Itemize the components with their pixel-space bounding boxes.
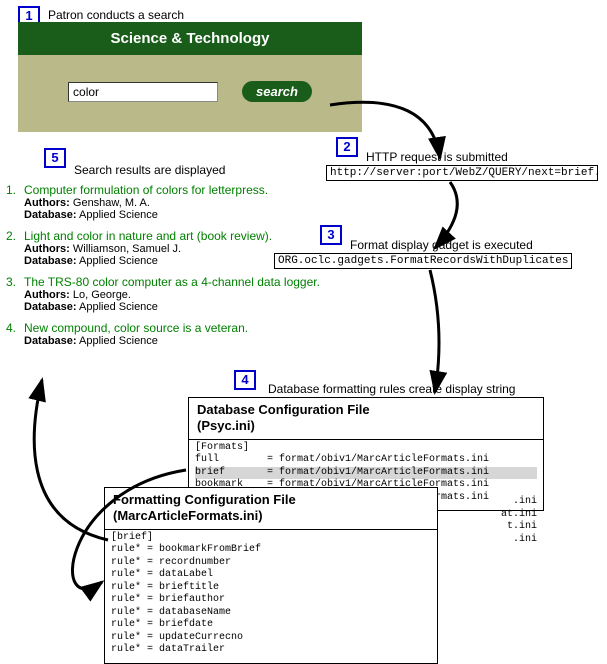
search-panel: Science & Technology search bbox=[18, 22, 362, 132]
result-number: 1. bbox=[6, 183, 24, 221]
result-database: Database: Applied Science bbox=[24, 209, 346, 221]
result-title[interactable]: The TRS-80 color computer as a 4-channel… bbox=[24, 275, 346, 289]
step-label-5: Search results are displayed bbox=[74, 163, 225, 177]
db-config-title-l1: Database Configuration File bbox=[197, 402, 370, 417]
result-body: The TRS-80 color computer as a 4-channel… bbox=[24, 275, 346, 313]
result-number: 3. bbox=[6, 275, 24, 313]
step-label-4: Database formatting rules create display… bbox=[268, 382, 515, 396]
step-label-3: Format display gadget is executed bbox=[350, 238, 533, 252]
fmt-config-title: Formatting Configuration File (MarcArtic… bbox=[105, 488, 437, 530]
http-request-box: http://server:port/WebZ/QUERY/next=brief… bbox=[326, 165, 598, 181]
search-button[interactable]: search bbox=[242, 81, 312, 102]
step-label-2: HTTP request is submitted bbox=[366, 150, 508, 164]
result-item: 3.The TRS-80 color computer as a 4-chann… bbox=[6, 275, 346, 313]
result-item: 4.New compound, color source is a vetera… bbox=[6, 321, 346, 347]
db-config-tail: .ini at.ini t.ini .ini bbox=[501, 496, 537, 546]
step-marker-5: 5 bbox=[44, 148, 66, 168]
result-authors: Authors: Williamson, Samuel J. bbox=[24, 243, 346, 255]
result-database: Database: Applied Science bbox=[24, 301, 346, 313]
search-input[interactable] bbox=[68, 82, 218, 102]
db-config-title: Database Configuration File (Psyc.ini) bbox=[189, 398, 543, 440]
search-header: Science & Technology bbox=[18, 22, 362, 55]
result-number: 2. bbox=[6, 229, 24, 267]
result-body: New compound, color source is a veteran.… bbox=[24, 321, 346, 347]
fmt-config-window: Formatting Configuration File (MarcArtic… bbox=[104, 487, 438, 664]
search-results: 1.Computer formulation of colors for let… bbox=[6, 183, 346, 355]
db-config-title-l2: (Psyc.ini) bbox=[197, 418, 255, 433]
result-database: Database: Applied Science bbox=[24, 255, 346, 267]
result-item: 2.Light and color in nature and art (boo… bbox=[6, 229, 346, 267]
result-body: Computer formulation of colors for lette… bbox=[24, 183, 346, 221]
result-number: 4. bbox=[6, 321, 24, 347]
step-marker-4: 4 bbox=[234, 370, 256, 390]
fmt-config-title-l1: Formatting Configuration File bbox=[113, 492, 296, 507]
result-database: Database: Applied Science bbox=[24, 335, 346, 347]
step-label-1: Patron conducts a search bbox=[48, 8, 184, 22]
step-marker-2: 2 bbox=[336, 137, 358, 157]
result-body: Light and color in nature and art (book … bbox=[24, 229, 346, 267]
search-row: search bbox=[18, 81, 362, 102]
fmt-config-body: [brief] rule* = bookmarkFromBrief rule* … bbox=[105, 530, 437, 663]
result-authors: Authors: Genshaw, M. A. bbox=[24, 197, 346, 209]
result-authors: Authors: Lo, George. bbox=[24, 289, 346, 301]
fmt-config-title-l2: (MarcArticleFormats.ini) bbox=[113, 508, 263, 523]
result-title[interactable]: Light and color in nature and art (book … bbox=[24, 229, 346, 243]
result-item: 1.Computer formulation of colors for let… bbox=[6, 183, 346, 221]
result-title[interactable]: Computer formulation of colors for lette… bbox=[24, 183, 346, 197]
result-title[interactable]: New compound, color source is a veteran. bbox=[24, 321, 346, 335]
